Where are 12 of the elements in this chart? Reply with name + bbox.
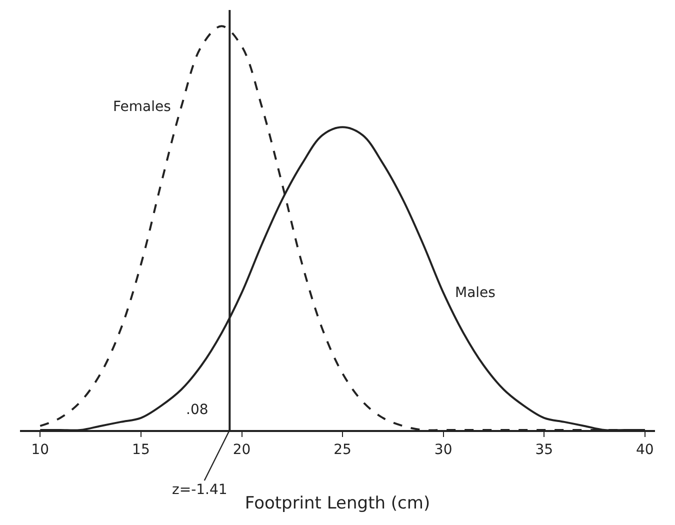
series-label: Females: [113, 99, 171, 115]
x-axis-title: Footprint Length (cm): [244, 494, 430, 514]
series-label: Males: [455, 285, 496, 301]
x-tick-label: 15: [132, 442, 150, 458]
x-tick-label: 25: [334, 442, 352, 458]
x-tick-label: 40: [636, 442, 654, 458]
annotation: .08: [186, 402, 208, 418]
x-tick-label: 30: [434, 442, 452, 458]
x-tick-label: 35: [535, 442, 554, 458]
x-tick-label: 20: [232, 442, 251, 458]
annotation: z=-1.41: [172, 482, 228, 498]
x-tick-label: 10: [31, 442, 50, 458]
